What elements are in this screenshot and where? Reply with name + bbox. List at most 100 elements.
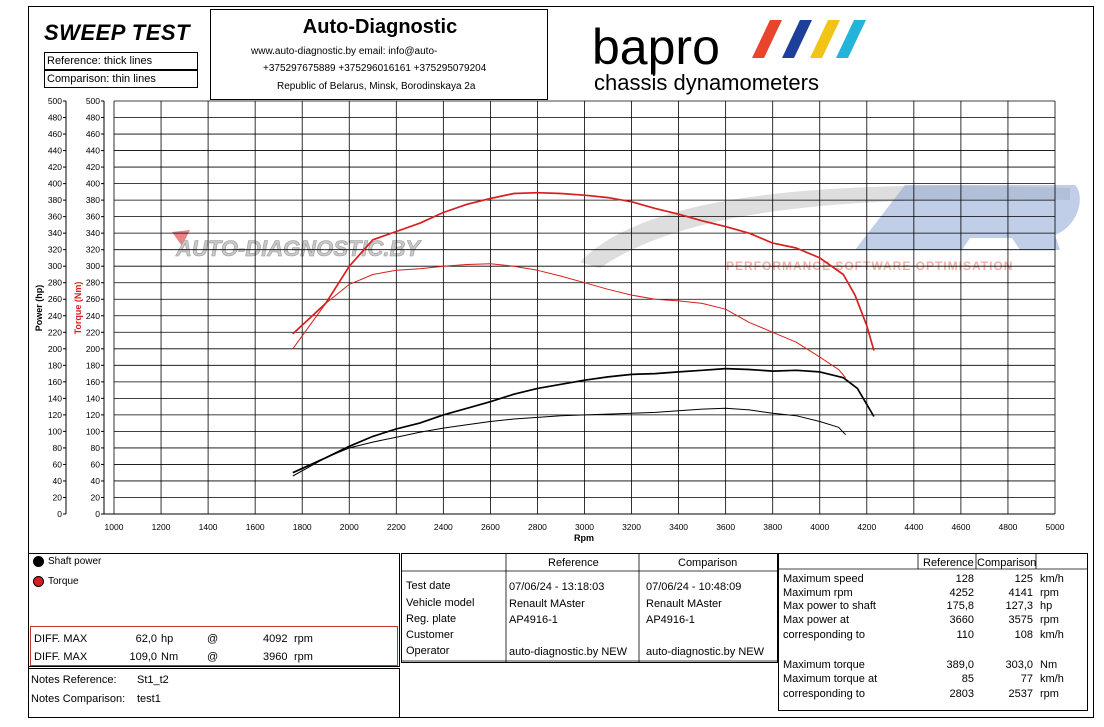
y-tick-label: 140	[48, 393, 62, 403]
notes-comparison-label: Notes Comparison:	[31, 693, 126, 705]
torque-dot-icon	[33, 576, 44, 587]
y-tick-label: 120	[86, 410, 100, 420]
diff-torque-unit: Nm	[161, 651, 179, 663]
x-tick-label: 3800	[763, 522, 782, 532]
y-tick-label: 280	[86, 278, 100, 288]
company-name: Auto-Diagnostic	[302, 16, 458, 38]
info-cmp-vehicle: Renault MAster	[646, 598, 722, 610]
y-tick-label: 220	[48, 327, 62, 337]
max-row-unit: rpm	[1040, 587, 1059, 599]
y-tick-label: 180	[48, 360, 62, 370]
x-tick-label: 3600	[716, 522, 735, 532]
max-row-unit: rpm	[1040, 614, 1059, 626]
watermark-logo-icon	[855, 185, 1080, 250]
y-tick-label: 200	[86, 344, 100, 354]
y-tick-label: 500	[48, 96, 62, 106]
info-label-test-date: Test date	[406, 580, 451, 592]
notes-panel: Notes Reference: St1_t2 Notes Comparison…	[28, 668, 400, 718]
x-tick-label: 2000	[340, 522, 359, 532]
diff-torque-at: @	[207, 651, 219, 663]
max-row-unit: km/h	[1040, 573, 1064, 585]
y-tick-label: 420	[86, 162, 100, 172]
brand-stripe-icon	[810, 20, 840, 58]
y-tick-label: 140	[86, 393, 100, 403]
legend-power-label: Shaft power	[48, 556, 102, 568]
max-row-cmp: 127,3	[1005, 600, 1033, 612]
max-row-ref: 85	[961, 673, 974, 685]
diff-power-rpm-unit: rpm	[294, 633, 313, 645]
x-tick-label: 3400	[669, 522, 688, 532]
info-col-comparison: Comparison	[678, 557, 738, 569]
y-tick-label: 320	[48, 245, 62, 255]
reference-line-label: Reference: thick lines	[44, 52, 198, 70]
y-tick-label: 100	[48, 426, 62, 436]
max-row-cmp: 3575	[1008, 614, 1033, 626]
y-tick-label: 160	[48, 377, 62, 387]
y-tick-label: 240	[86, 311, 100, 321]
x-tick-label: 2200	[387, 522, 406, 532]
max-row-label: Maximum speed	[783, 573, 864, 585]
info-ref-test-date: 07/06/24 - 13:18:03	[509, 581, 605, 593]
max-row-unit: Nm	[1040, 659, 1058, 671]
info-label-plate: Reg. plate	[406, 613, 457, 625]
max-row-cmp: 125	[1014, 573, 1033, 585]
max-row-label: corresponding to	[783, 629, 865, 641]
y-axis-label-power: Power (hp)	[34, 285, 44, 332]
y-tick-label: 180	[86, 360, 100, 370]
y-tick-label: 400	[48, 179, 62, 189]
contact-line-1: www.auto-diagnostic.by email: info@auto-	[251, 46, 438, 57]
y-tick-label: 280	[48, 278, 62, 288]
info-ref-operator: auto-diagnostic.by NEW	[509, 646, 627, 658]
y-tick-label: 360	[48, 212, 62, 222]
legend-panel: Shaft power Torque	[28, 553, 400, 667]
x-tick-label: 4200	[857, 522, 876, 532]
notes-comparison-value: test1	[137, 693, 161, 705]
max-row-ref: 4252	[949, 587, 974, 599]
info-col-reference: Reference	[548, 557, 599, 569]
y-tick-label: 360	[86, 212, 100, 222]
x-tick-label: 3200	[622, 522, 641, 532]
max-row-unit: hp	[1040, 600, 1053, 612]
brand-stripe-icon	[782, 20, 812, 58]
torque-thin-curve	[292, 263, 846, 379]
x-tick-label: 1200	[152, 522, 171, 532]
info-cmp-operator: auto-diagnostic.by NEW	[646, 646, 764, 658]
y-tick-label: 340	[48, 228, 62, 238]
max-row-ref: 389,0	[946, 659, 974, 671]
max-row-cmp: 303,0	[1005, 659, 1033, 671]
legend-torque: Torque	[33, 576, 79, 587]
max-row-label: Maximum rpm	[783, 587, 853, 599]
y-tick-label: 440	[48, 146, 62, 156]
company-header: Auto-Diagnostic www.auto-diagnostic.by e…	[210, 9, 548, 100]
brand-stripe-icon	[752, 20, 782, 58]
x-tick-label: 4800	[998, 522, 1017, 532]
max-row-ref: 128	[955, 573, 974, 585]
max-row-label: Max power at	[783, 614, 850, 626]
max-row-ref: 2803	[949, 688, 974, 700]
diff-torque-rpm-unit: rpm	[294, 651, 313, 663]
y-tick-label: 60	[53, 459, 63, 469]
x-tick-label: 4000	[810, 522, 829, 532]
y-tick-label: 80	[91, 443, 101, 453]
y-tick-label: 380	[48, 195, 62, 205]
x-axis-label: Rpm	[574, 533, 594, 543]
diff-power-rpm: 4092	[263, 633, 288, 645]
y-tick-label: 320	[86, 245, 100, 255]
watermark-site: AUTO-DIAGNOSTIC.BY	[175, 236, 422, 261]
comparison-line-label: Comparison: thin lines	[44, 70, 198, 88]
y-tick-label: 160	[86, 377, 100, 387]
y-tick-label: 240	[48, 311, 62, 321]
max-row-ref: 175,8	[946, 600, 974, 612]
y-tick-label: 440	[86, 146, 100, 156]
max-col-reference: Reference	[923, 557, 974, 569]
max-row-label: corresponding to	[783, 688, 865, 700]
brand-stripe-icon	[836, 20, 866, 58]
x-tick-label: 1000	[105, 522, 124, 532]
info-ref-plate: AP4916-1	[509, 614, 558, 626]
y-tick-label: 220	[86, 327, 100, 337]
y-tick-label: 460	[86, 129, 100, 139]
diff-torque-rpm: 3960	[263, 651, 288, 663]
y-tick-label: 40	[91, 476, 101, 486]
report-title: SWEEP TEST	[44, 20, 190, 45]
